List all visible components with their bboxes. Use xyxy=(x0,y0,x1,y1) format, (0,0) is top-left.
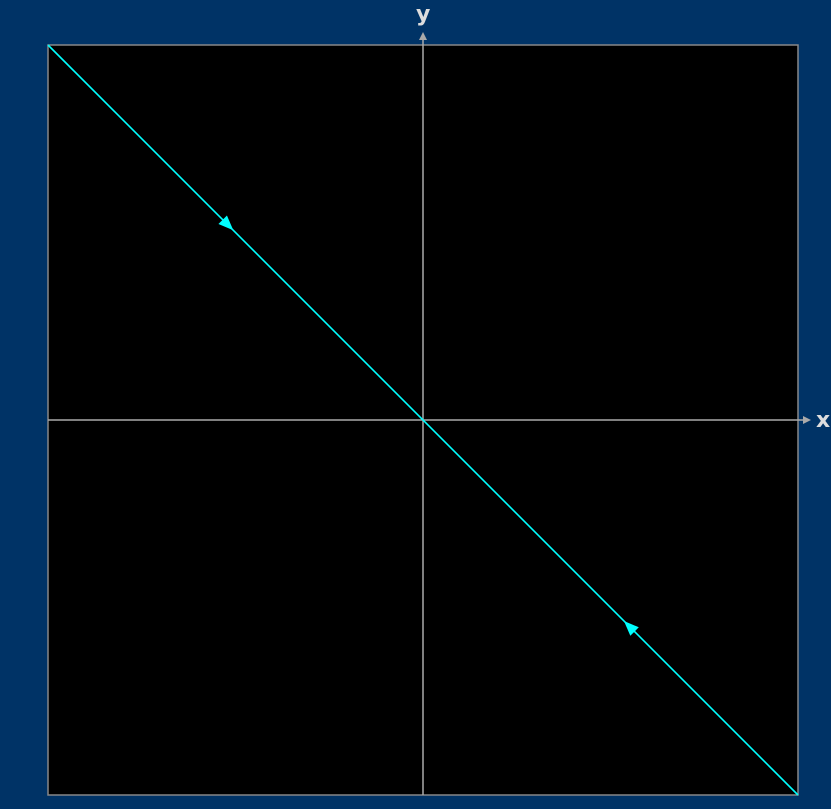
y-axis-label: y xyxy=(416,2,430,27)
trajectory-direction-arrow-2 xyxy=(623,620,639,636)
y-axis-arrowhead xyxy=(419,32,427,40)
trajectory-line xyxy=(47,44,799,796)
x-axis-label: x xyxy=(816,408,830,433)
x-axis-arrowhead xyxy=(803,416,811,424)
axes xyxy=(48,32,811,795)
trajectory-direction-arrow-1 xyxy=(218,215,234,231)
trajectories xyxy=(47,44,799,796)
